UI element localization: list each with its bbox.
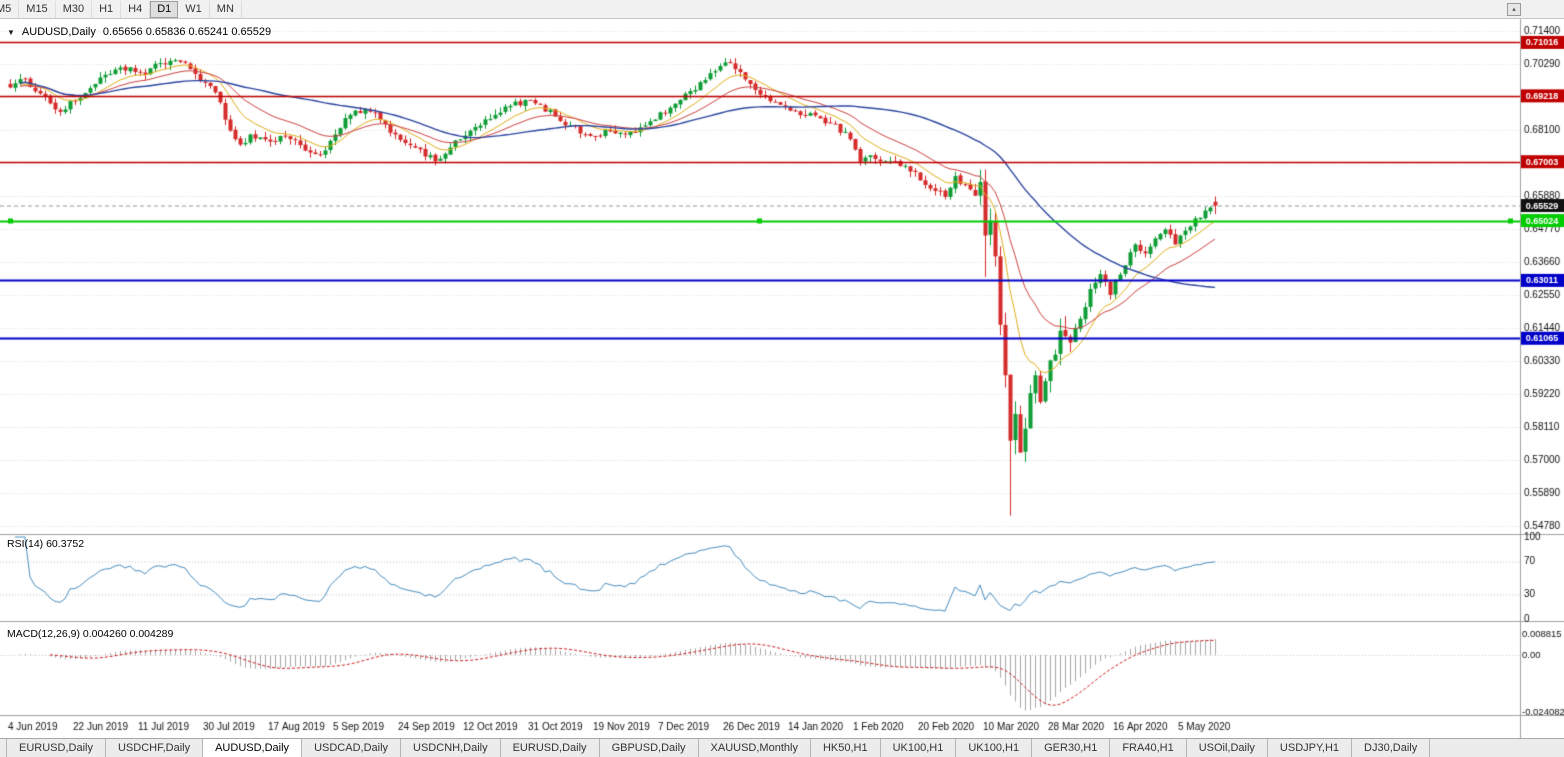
tab-gbpusd-daily[interactable]: GBPUSD,Daily (599, 739, 699, 757)
timeframe-button-m15[interactable]: M15 (19, 0, 56, 18)
timeframe-buttons: M5M15M30H1H4D1W1MN (0, 0, 242, 18)
tab-eurusd-daily[interactable]: EURUSD,Daily (500, 739, 600, 757)
tab-usdcnh-daily[interactable]: USDCNH,Daily (401, 739, 501, 757)
tab-eurusd-daily[interactable]: EURUSD,Daily (6, 739, 106, 757)
tab-ger30-h1[interactable]: GER30,H1 (1032, 739, 1111, 757)
tab-usdchf-daily[interactable]: USDCHF,Daily (105, 739, 204, 757)
timeframe-button-m5[interactable]: M5 (0, 0, 20, 18)
tab-uk100-h1[interactable]: UK100,H1 (880, 739, 957, 757)
chart-corner-button[interactable]: ▴ (1507, 3, 1521, 16)
tab-hk50-h1[interactable]: HK50,H1 (810, 739, 881, 757)
triangle-up-icon: ▴ (1512, 6, 1516, 13)
timeframe-button-d1[interactable]: D1 (150, 0, 179, 18)
timeframe-button-m30[interactable]: M30 (56, 0, 93, 18)
tab-usdjpy-h1[interactable]: USDJPY,H1 (1267, 739, 1353, 757)
timeframe-toolbar: M5M15M30H1H4D1W1MN ▴ (0, 0, 1564, 19)
timeframe-button-mn[interactable]: MN (210, 0, 242, 18)
tab-xauusd-monthly[interactable]: XAUUSD,Monthly (698, 739, 811, 757)
timeframe-button-w1[interactable]: W1 (178, 0, 210, 18)
tab-fra40-h1[interactable]: FRA40,H1 (1110, 739, 1187, 757)
tab-audusd-daily[interactable]: AUDUSD,Daily (203, 739, 303, 757)
tab-uk100-h1[interactable]: UK100,H1 (956, 739, 1033, 757)
tab-dj30-daily[interactable]: DJ30,Daily (1352, 739, 1431, 757)
tab-usoil-daily[interactable]: USOil,Daily (1186, 739, 1268, 757)
timeframe-button-h4[interactable]: H4 (121, 0, 151, 18)
timeframe-button-h1[interactable]: H1 (92, 0, 122, 18)
tab-usdcad-daily[interactable]: USDCAD,Daily (302, 739, 402, 757)
chart-area: ▼ AUDUSD,Daily 0.65656 0.65836 0.65241 0… (0, 19, 1564, 738)
chart-tabbar: EURUSD,Daily USDCHF,Daily AUDUSD,Daily USDC… (0, 738, 1564, 757)
price-chart-canvas[interactable] (0, 19, 1564, 738)
